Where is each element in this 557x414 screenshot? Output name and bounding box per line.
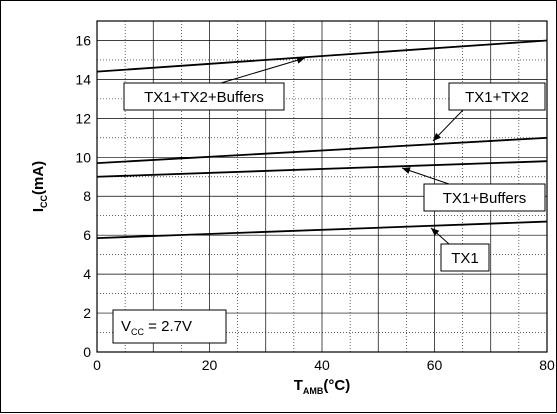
annotation-arrowhead: [431, 228, 440, 236]
series-line: [96, 220, 548, 239]
condition-main: V: [121, 318, 131, 335]
y-axis-label-main: I: [30, 208, 47, 212]
annotation-box: [423, 183, 546, 212]
y-axis-label: ICC(mA): [30, 161, 49, 212]
annotation-leader: [220, 57, 306, 84]
y-tick-label: 8: [83, 188, 91, 204]
y-axis-label-unit: (mA): [30, 161, 47, 195]
annotation-label: TX1+Buffers: [443, 190, 527, 207]
plot-area-border: [96, 20, 548, 353]
condition-rest: = 2.7V: [144, 318, 192, 335]
y-tick-label: 12: [75, 110, 91, 126]
annotation-label: TX1+TX2+Buffers: [144, 89, 264, 106]
x-tick-label: 80: [539, 357, 555, 373]
y-axis-label-sub: CC: [39, 195, 49, 208]
x-axis-label-unit: (°C): [323, 377, 350, 394]
series-line: [96, 39, 548, 73]
y-tick-label: 14: [75, 71, 91, 87]
annotation-box: [440, 243, 490, 272]
y-tick-label: 2: [83, 305, 91, 321]
condition-label: VCC = 2.7V: [121, 318, 192, 337]
x-tick-label: 20: [202, 357, 218, 373]
x-axis-label-main: T: [294, 377, 303, 394]
y-tick-label: 16: [75, 32, 91, 48]
annotations: TX1+TX2+Buffers TX1+TX2 TX1+Buffers TX1: [123, 56, 546, 272]
major-grid: [97, 21, 547, 352]
tick-labels: 0 20 40 60 80 0 2 4 6 8 10 12 14 16: [75, 32, 555, 373]
annotation-box: [448, 82, 546, 111]
annotation-label: TX1+TX2: [465, 89, 529, 106]
annotation-box: [123, 82, 285, 111]
condition-box-border: [112, 309, 227, 344]
y-tick-label: 6: [83, 227, 91, 243]
annotation-leader: [401, 167, 450, 185]
x-tick-label: 60: [427, 357, 443, 373]
annotation-arrowhead: [296, 56, 305, 64]
condition-sub: CC: [131, 327, 144, 337]
x-axis-label-sub: AMB: [303, 386, 324, 396]
condition-box: VCC = 2.7V: [112, 309, 227, 344]
x-tick-label: 40: [314, 357, 330, 373]
annotation-arrowhead: [433, 132, 442, 141]
y-tick-label: 10: [75, 149, 91, 165]
series-line: [96, 160, 548, 178]
series-lines: [96, 39, 548, 239]
y-tick-label: 0: [83, 344, 91, 360]
y-tick-label: 4: [83, 266, 91, 282]
annotation-arrowhead: [402, 167, 411, 174]
annotation-label: TX1: [451, 250, 479, 267]
series-line: [96, 136, 548, 165]
x-axis-label: TAMB(°C): [294, 377, 351, 396]
x-tick-label: 0: [93, 357, 101, 373]
